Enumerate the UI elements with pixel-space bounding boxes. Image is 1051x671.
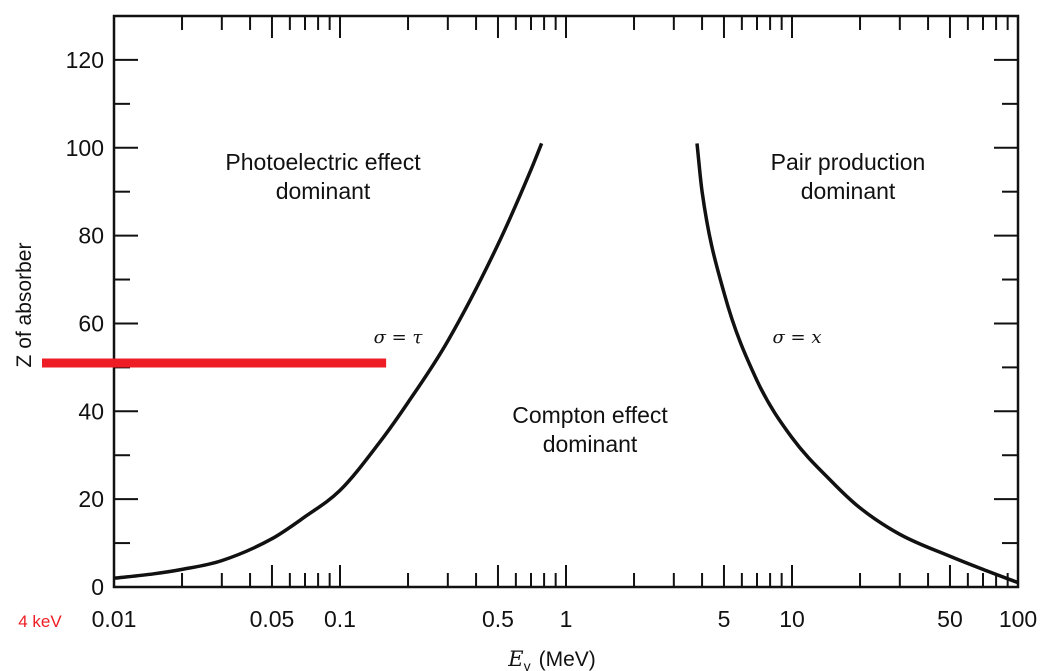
x-tick-label: 0.01 (92, 606, 137, 632)
plot-frame (112, 14, 1020, 589)
y-tick-label: 60 (78, 310, 104, 336)
region-photoelectric-line1: Photoelectric effect (225, 149, 421, 175)
region-photoelectric-line2: dominant (276, 178, 371, 204)
x-axis-unit: (MeV) (539, 648, 596, 671)
red-marker-label: 4 keV (18, 612, 62, 631)
y-tick-label: 120 (66, 47, 104, 73)
y-tick-label: 80 (78, 223, 104, 249)
x-tick-label: 0.05 (250, 606, 295, 632)
y-tick-label: 0 (91, 574, 104, 600)
y-tick-label: 20 (78, 486, 104, 512)
y-tick-label: 100 (66, 135, 104, 161)
x-tick-label: 50 (937, 606, 963, 632)
x-axis-title: Eγ (MeV) (507, 647, 596, 671)
y-tick-label: 40 (78, 398, 104, 424)
boundary-curves (113, 142, 1019, 585)
x-tick-label: 100 (999, 606, 1037, 632)
region-pair-line1: Pair production (771, 149, 926, 175)
x-tick-label: 0.1 (324, 606, 356, 632)
sigma-x-label: σ = x (773, 327, 822, 348)
x-tick-label: 0.5 (482, 606, 514, 632)
sigma-tau-label: σ = τ (374, 327, 424, 348)
tick-labels: 0.01 0.05 0.1 0.5 1 5 10 50 100 0 20 40 60 80 100 120 (66, 47, 1038, 632)
x-axis-subscript: γ (524, 658, 531, 671)
region-compton-line1: Compton effect (512, 402, 668, 428)
photoelectric-compton-boundary (113, 142, 544, 580)
axis-ticks (113, 15, 1018, 588)
x-tick-label: 1 (560, 606, 573, 632)
region-compton-line2: dominant (543, 431, 638, 457)
y-axis-title: Z of absorber (13, 243, 36, 368)
x-tick-label: 5 (718, 606, 731, 632)
x-tick-label: 10 (779, 606, 805, 632)
region-pair-line2: dominant (801, 178, 896, 204)
compton-pair-boundary (695, 143, 1019, 585)
x-axis-symbol: E (507, 647, 523, 671)
